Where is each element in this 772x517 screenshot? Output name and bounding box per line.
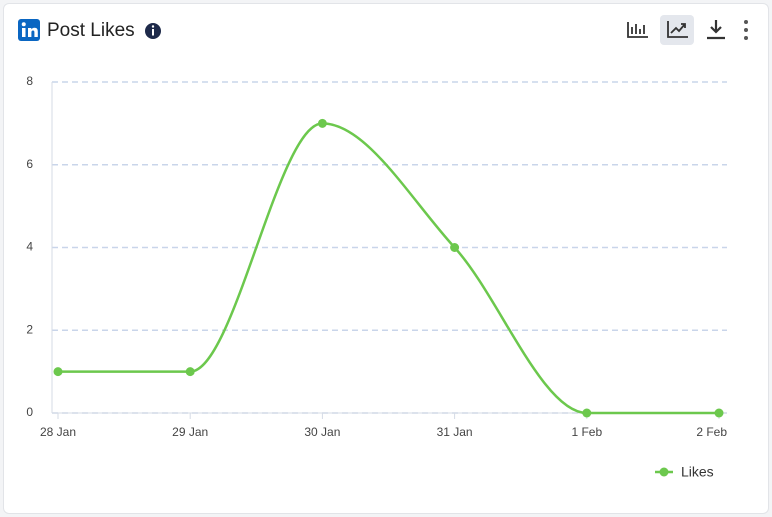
linkedin-logo	[18, 19, 40, 41]
y-tick-label: 8	[26, 74, 33, 88]
x-tick-label: 30 Jan	[304, 425, 340, 439]
legend-label: Likes	[681, 464, 714, 480]
point	[582, 408, 592, 418]
info-icon[interactable]	[145, 23, 161, 39]
x-tick-label: 29 Jan	[172, 425, 208, 439]
bar-chart-button[interactable]	[627, 22, 648, 38]
point	[53, 367, 63, 377]
x-tick-label: 31 Jan	[437, 425, 473, 439]
y-tick-label: 0	[26, 405, 33, 419]
x-tick-label: 1 Feb	[571, 425, 602, 439]
menu-button[interactable]	[744, 20, 748, 40]
download-button[interactable]	[707, 20, 725, 40]
point	[450, 243, 460, 252]
line	[58, 122, 719, 415]
y-tick-label: 6	[26, 157, 33, 171]
point	[714, 408, 724, 418]
y-tick-label: 4	[26, 240, 33, 254]
x-tick-label: 2 Feb	[696, 425, 727, 439]
legend-marker	[659, 467, 669, 477]
line-chart-icon	[667, 21, 688, 38]
point	[185, 367, 195, 377]
x-tick-label: 28 Jan	[40, 425, 76, 439]
chart-title: Post Likes	[47, 20, 135, 41]
point	[317, 118, 327, 128]
y-tick-label: 2	[26, 322, 33, 336]
card	[3, 3, 769, 514]
